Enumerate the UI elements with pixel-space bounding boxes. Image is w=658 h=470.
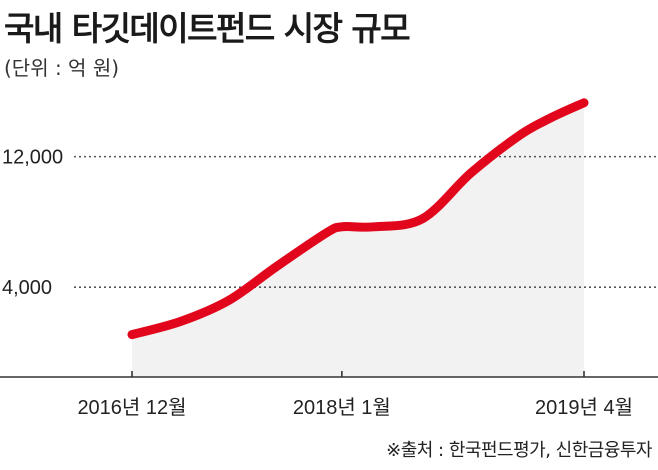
x-tick-label-0: 2016년 12월 (77, 396, 186, 419)
unit-label: (단위 : 억 원) (4, 56, 120, 80)
x-ticks (131, 371, 585, 377)
y-tick-label-0: 4,000 (2, 277, 52, 299)
series-line (127, 98, 589, 340)
x-tick-label-2: 2019년 4월 (535, 396, 633, 419)
gridlines (74, 155, 658, 289)
area-fill (132, 102, 584, 378)
y-tick-labels: 4,000 12,000 (2, 147, 63, 300)
x-tick-labels: 2016년 12월 2018년 1월 2019년 4월 (77, 396, 633, 419)
y-tick-label-1: 12,000 (2, 147, 63, 169)
x-tick-label-1: 2018년 1월 (293, 396, 391, 419)
chart-title: 국내 타깃데이트펀드 시장 규모 (4, 9, 411, 48)
source-note: ※출처 : 한국펀드평가, 신한금융투자 (386, 440, 652, 461)
